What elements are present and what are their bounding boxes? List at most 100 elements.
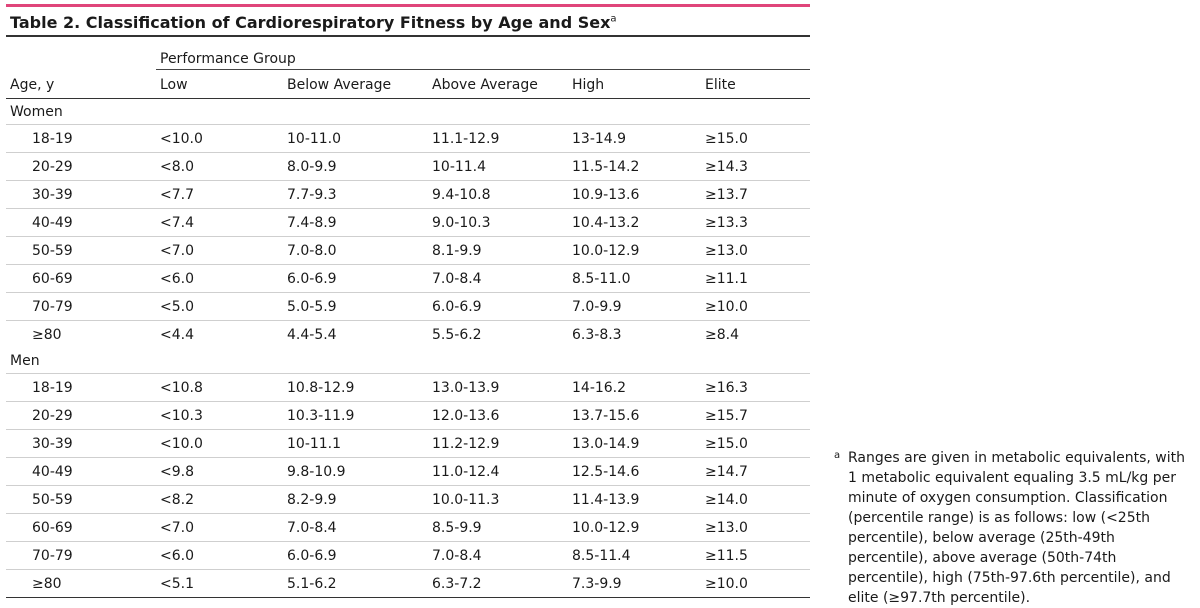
column-header-below-average: Below Average [287, 77, 392, 93]
table-row: 20-29 <10.3 10.3-11.9 12.0-13.6 13.7-15.6 ≥15… [6, 401, 811, 430]
value-cell: 7.0-9.9 [568, 292, 701, 321]
value-cell: ≥13.7 [701, 180, 811, 209]
footnote-marker: a [834, 450, 841, 461]
performance-group-header: Performance Group [156, 37, 811, 70]
value-cell: 10.0-12.9 [568, 236, 701, 265]
value-cell: ≥14.7 [701, 457, 811, 486]
value-cell: 8.0-9.9 [283, 152, 428, 181]
value-cell: 7.4-8.9 [283, 208, 428, 237]
value-cell: 10-11.1 [283, 429, 428, 458]
footnote-text: Ranges are given in metabolic equivalent… [848, 450, 1186, 606]
value-cell: 7.0-8.4 [283, 513, 428, 542]
section-row: Women [6, 99, 810, 125]
value-cell: 13.0-13.9 [428, 373, 568, 402]
column-header-high: High [572, 77, 605, 93]
value-cell: ≥15.7 [701, 401, 811, 430]
value-cell: <7.0 [156, 513, 283, 542]
value-cell: 7.0-8.0 [283, 236, 428, 265]
value-cell: ≥10.0 [701, 569, 811, 597]
value-cell: <10.3 [156, 401, 283, 430]
value-cell: ≥11.1 [701, 264, 811, 293]
value-cell: 10.8-12.9 [283, 373, 428, 402]
table-row: 60-69 <6.0 6.0-6.9 7.0-8.4 8.5-11.0 ≥11.1 [6, 264, 811, 293]
value-cell: <6.0 [156, 541, 283, 570]
table-row: 20-29 <8.0 8.0-9.9 10-11.4 11.5-14.2 ≥14.3 [6, 152, 811, 181]
value-cell: 7.0-8.4 [428, 264, 568, 293]
value-cell: 11.1-12.9 [428, 124, 568, 153]
value-cell: 14-16.2 [568, 373, 701, 402]
table-row: 30-39 <7.7 7.7-9.3 9.4-10.8 10.9-13.6 ≥13.7 [6, 180, 811, 209]
value-cell: <7.7 [156, 180, 283, 209]
value-cell: <8.2 [156, 485, 283, 514]
age-cell: 70-79 [6, 541, 156, 570]
value-cell: 12.0-13.6 [428, 401, 568, 430]
age-cell: 60-69 [6, 264, 156, 293]
age-cell: 40-49 [6, 457, 156, 486]
table-row: 50-59 <8.2 8.2-9.9 10.0-11.3 11.4-13.9 ≥14.0 [6, 485, 811, 514]
value-cell: <10.0 [156, 124, 283, 153]
table-row: ≥80 <5.1 5.1-6.2 6.3-7.2 7.3-9.9 ≥10.0 [6, 569, 811, 597]
age-cell: 40-49 [6, 208, 156, 237]
section-row: Men [6, 348, 810, 374]
value-cell: 13-14.9 [568, 124, 701, 153]
value-cell: 10.3-11.9 [283, 401, 428, 430]
column-header-elite: Elite [705, 77, 736, 93]
table-row: 30-39 <10.0 10-11.1 11.2-12.9 13.0-14.9 ≥15.0 [6, 429, 811, 458]
table-title-text: Table 2. Classification of Cardiorespira… [10, 13, 611, 32]
table-row: 50-59 <7.0 7.0-8.0 8.1-9.9 10.0-12.9 ≥13.0 [6, 236, 811, 265]
value-cell: <7.0 [156, 236, 283, 265]
value-cell: <8.0 [156, 152, 283, 181]
value-cell: 9.4-10.8 [428, 180, 568, 209]
section-label: Women [10, 103, 63, 120]
age-cell: 18-19 [6, 124, 156, 153]
value-cell: <10.0 [156, 429, 283, 458]
bottom-rule [6, 597, 811, 598]
value-cell: ≥13.0 [701, 513, 811, 542]
title-footnote-marker: a [610, 13, 617, 25]
value-cell: 8.1-9.9 [428, 236, 568, 265]
age-cell: 30-39 [6, 429, 156, 458]
header-group-row: Performance Group [6, 37, 811, 70]
fitness-table-container: Table 2. Classification of Cardiorespira… [6, 4, 811, 598]
value-cell: <9.8 [156, 457, 283, 486]
value-cell: ≥13.3 [701, 208, 811, 237]
value-cell: 8.5-9.9 [428, 513, 568, 542]
table-row: ≥80 <4.4 4.4-5.4 5.5-6.2 6.3-8.3 ≥8.4 [6, 320, 811, 348]
table-title: Table 2. Classification of Cardiorespira… [6, 7, 810, 35]
value-cell: 5.5-6.2 [428, 320, 568, 348]
value-cell: 12.5-14.6 [568, 457, 701, 486]
value-cell: <4.4 [156, 320, 283, 348]
value-cell: 8.5-11.0 [568, 264, 701, 293]
value-cell: 10-11.0 [283, 124, 428, 153]
value-cell: ≥8.4 [701, 320, 811, 348]
value-cell: 13.0-14.9 [568, 429, 701, 458]
value-cell: 10.0-11.3 [428, 485, 568, 514]
value-cell: ≥11.5 [701, 541, 811, 570]
value-cell: 6.0-6.9 [283, 264, 428, 293]
header-rule [6, 98, 811, 99]
value-cell: 7.7-9.3 [283, 180, 428, 209]
age-cell: 30-39 [6, 180, 156, 209]
value-cell: 7.0-8.4 [428, 541, 568, 570]
header-column-row: Age, y Low Below Average Above Average H… [6, 70, 810, 99]
value-cell: 9.0-10.3 [428, 208, 568, 237]
title-rule [6, 35, 810, 37]
value-cell: <10.8 [156, 373, 283, 402]
table-row: 18-19 <10.8 10.8-12.9 13.0-13.9 14-16.2 ≥16.3 [6, 373, 811, 402]
accent-top-rule [6, 4, 810, 7]
value-cell: 8.2-9.9 [283, 485, 428, 514]
value-cell: ≥15.0 [701, 429, 811, 458]
value-cell: 8.5-11.4 [568, 541, 701, 570]
table-row: 60-69 <7.0 7.0-8.4 8.5-9.9 10.0-12.9 ≥13.0 [6, 513, 811, 542]
value-cell: 5.1-6.2 [283, 569, 428, 597]
value-cell: ≥15.0 [701, 124, 811, 153]
age-cell: 60-69 [6, 513, 156, 542]
value-cell: 11.5-14.2 [568, 152, 701, 181]
value-cell: 10.0-12.9 [568, 513, 701, 542]
column-header-above-average: Above Average [432, 77, 538, 93]
value-cell: 11.2-12.9 [428, 429, 568, 458]
value-cell: 4.4-5.4 [283, 320, 428, 348]
value-cell: <5.1 [156, 569, 283, 597]
value-cell: 11.4-13.9 [568, 485, 701, 514]
age-cell: 20-29 [6, 152, 156, 181]
